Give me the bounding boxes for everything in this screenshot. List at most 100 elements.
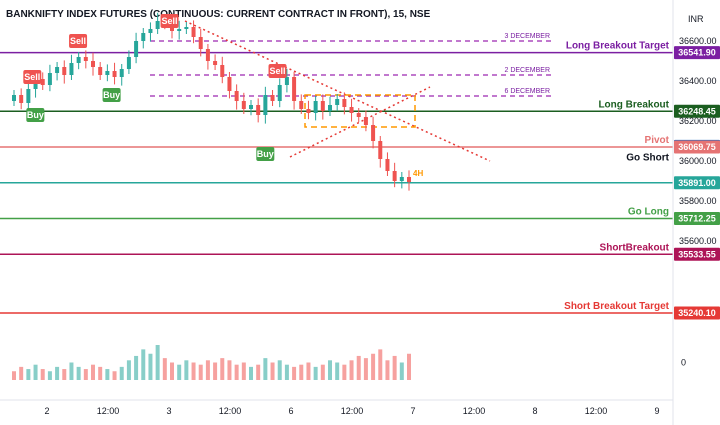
volume-bar xyxy=(227,360,232,380)
candle-body xyxy=(76,57,81,63)
level-label: Long Breakout xyxy=(598,99,669,110)
candle-body xyxy=(213,61,218,65)
volume-bar xyxy=(83,369,88,380)
candle-body xyxy=(69,63,74,75)
volume-bar xyxy=(306,362,311,380)
volume-bar xyxy=(220,358,225,380)
volume-bar xyxy=(335,362,340,380)
candle-body xyxy=(277,85,282,101)
annotations: 4H xyxy=(413,169,423,178)
volume-bar xyxy=(378,349,383,380)
candle-body xyxy=(256,105,261,115)
candle-body xyxy=(205,49,210,61)
x-tick-label: 8 xyxy=(532,406,537,416)
volume-bar xyxy=(399,362,404,380)
volume-bar xyxy=(184,360,189,380)
volume-bar xyxy=(342,364,347,380)
candle-body xyxy=(349,107,354,113)
volume-bar xyxy=(19,366,24,380)
level-price-box xyxy=(674,46,720,60)
candle-body xyxy=(263,95,268,115)
y-tick-label: 35600.00 xyxy=(679,236,717,246)
candle-body xyxy=(284,77,289,85)
volume-bar xyxy=(277,360,282,380)
candle-body xyxy=(184,27,189,29)
candle-body xyxy=(26,89,31,103)
x-tick-label: 12:00 xyxy=(219,406,242,416)
volume-bar xyxy=(292,366,297,380)
x-axis: 2 12:00 3 12:00 6 12:00 7 12:00 8 12:00 9 xyxy=(0,399,673,416)
volume-bar xyxy=(191,362,196,380)
sell-signal-label: Sell xyxy=(162,16,178,26)
candle-body xyxy=(119,69,124,77)
volume-bar xyxy=(249,366,253,380)
x-tick-label: 12:00 xyxy=(585,406,608,416)
candle-body xyxy=(155,21,160,29)
volume-bar xyxy=(126,360,131,380)
volume-bar xyxy=(241,362,246,380)
level-price-box xyxy=(674,176,720,190)
volume-bar xyxy=(33,364,38,380)
chart-title: BANKNIFTY INDEX FUTURES (CONTINUOUS: CUR… xyxy=(6,9,431,20)
volume-bar xyxy=(26,369,31,380)
x-tick-label: 7 xyxy=(410,406,415,416)
volume-bar xyxy=(392,355,397,380)
volume-bar xyxy=(407,353,411,380)
candle-body xyxy=(227,77,232,91)
candle-body xyxy=(148,29,153,33)
trend-lines xyxy=(184,20,491,162)
volume-bar xyxy=(12,371,16,380)
x-tick-label: 12:00 xyxy=(97,406,120,416)
volume-bar xyxy=(371,353,376,380)
level-price-label: 36541.90 xyxy=(678,48,716,58)
volume-bar xyxy=(105,369,110,380)
buy-signal-label: Buy xyxy=(27,110,44,120)
level-price-label: 35533.55 xyxy=(678,249,716,259)
x-tick-label: 2 xyxy=(44,406,49,416)
candle-body xyxy=(19,95,24,103)
level-price-box xyxy=(674,247,720,261)
candle-body xyxy=(112,71,117,77)
volume-bar xyxy=(270,362,275,380)
volume-bar xyxy=(385,360,390,380)
level-price-box xyxy=(674,104,720,118)
candle-body xyxy=(40,79,45,85)
y-tick-label: 36200.00 xyxy=(679,116,717,126)
candle-body xyxy=(220,65,225,77)
volume-bar xyxy=(349,360,354,380)
candle-body xyxy=(126,57,131,69)
candle-body xyxy=(249,105,253,109)
chart-annotation: 4H xyxy=(413,169,423,178)
candle-body xyxy=(198,37,203,49)
buy-signal-label: Buy xyxy=(103,90,120,100)
candle-body xyxy=(363,117,368,125)
buy-signal xyxy=(256,147,275,161)
volume-bar xyxy=(263,358,268,380)
candle-body xyxy=(134,41,139,57)
volume-bar xyxy=(328,360,332,380)
candle-body xyxy=(105,71,110,75)
candle-body xyxy=(371,125,376,141)
volume-bar xyxy=(141,349,146,380)
volume-bar xyxy=(177,364,182,380)
sell-signal-label: Sell xyxy=(70,36,86,46)
candle-body xyxy=(335,99,340,105)
x-tick-label: 12:00 xyxy=(463,406,486,416)
volume-bar xyxy=(62,369,67,380)
level-price-box xyxy=(674,140,720,154)
volume-tick-label: 0 xyxy=(681,358,686,368)
level-label: Pivot xyxy=(645,135,670,146)
candle-body xyxy=(299,101,304,109)
volume-bar xyxy=(363,358,368,380)
candle-body xyxy=(407,177,411,182)
volume-bar xyxy=(91,364,95,380)
x-tick-label: 12:00 xyxy=(341,406,364,416)
candle-body xyxy=(47,73,52,85)
volume-bar xyxy=(356,355,361,380)
level-price-label: 35712.25 xyxy=(678,214,716,224)
level-price-label: 36069.75 xyxy=(678,142,716,152)
candle-body xyxy=(306,109,311,113)
buy-signal xyxy=(26,108,45,122)
